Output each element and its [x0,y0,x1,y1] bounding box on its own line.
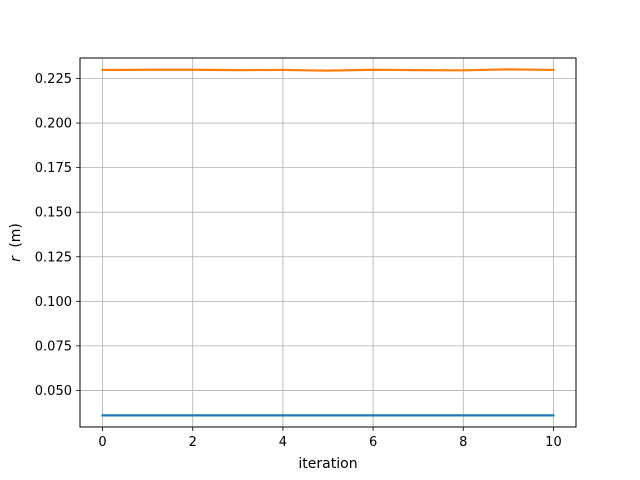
x-tick-label: 2 [189,435,197,450]
y-tick-label: 0.150 [35,206,72,221]
y-tick-label: 0.075 [35,339,72,354]
x-tick-label: 6 [369,435,377,450]
x-tick-label: 10 [545,435,562,450]
y-tick-label: 0.225 [35,72,72,87]
x-axis-ticks: 0 2 4 6 8 10 [98,427,562,450]
y-axis-label-unit: (m) [8,223,24,248]
y-axis-ticks: 0.050 0.075 0.100 0.125 0.150 0.175 0.200 0.225 [35,72,80,399]
series-line-2 [101,68,555,72]
y-tick-label: 0.200 [35,117,72,132]
plot-frame [79,57,577,428]
y-tick-label: 0.050 [35,384,72,399]
grid-lines [80,58,576,427]
x-axis-label: iteration [298,456,357,472]
series-lines [101,68,555,417]
y-axis-label: r (m) [8,223,24,262]
x-tick-label: 4 [279,435,287,450]
x-tick-label: 0 [98,435,106,450]
y-axis-label-symbol: r [8,255,24,262]
y-tick-label: 0.175 [35,161,72,176]
y-tick-label: 0.100 [35,295,72,310]
y-tick-label: 0.125 [35,250,72,265]
x-tick-label: 8 [459,435,467,450]
